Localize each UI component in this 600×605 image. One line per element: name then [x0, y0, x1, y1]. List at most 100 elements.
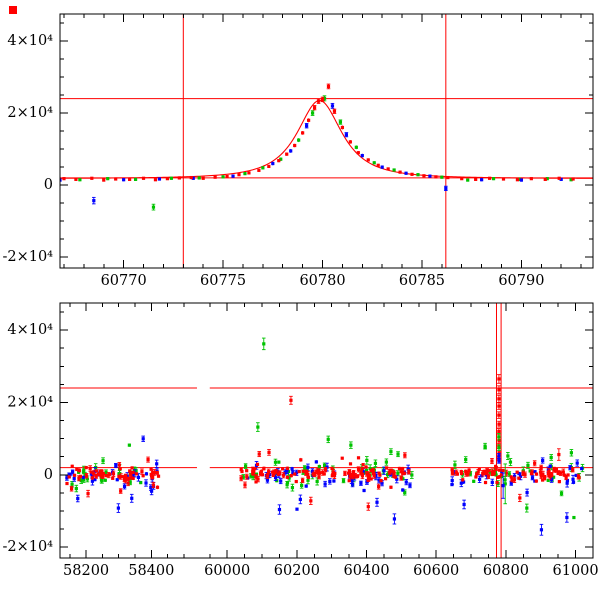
data-point-green	[384, 460, 388, 464]
data-point-green	[256, 425, 260, 429]
data-point-red	[256, 477, 260, 481]
data-point-red	[153, 178, 158, 182]
data-point-blue	[157, 177, 162, 181]
data-point-blue	[509, 481, 513, 485]
data-point-green	[317, 464, 321, 469]
data-point-red	[126, 476, 131, 480]
data-point-red	[533, 461, 537, 465]
data-point-red	[379, 479, 383, 483]
data-point-red	[111, 472, 116, 476]
data-point-red	[153, 470, 157, 475]
data-point-red	[271, 473, 275, 477]
data-point-blue	[512, 474, 517, 478]
data-point-green	[127, 443, 131, 447]
data-point-green	[106, 177, 110, 181]
data-point-red	[455, 472, 460, 476]
data-point-red	[155, 471, 159, 475]
data-point-blue	[72, 476, 76, 481]
data-point-red	[539, 465, 543, 470]
data-point-red	[499, 473, 504, 477]
data-point-red	[403, 453, 407, 457]
data-point-red	[79, 474, 83, 478]
data-point-red	[474, 177, 478, 181]
data-point-red	[189, 175, 193, 180]
data-point-green	[349, 443, 353, 447]
data-point-green	[392, 168, 396, 172]
data-point-red	[546, 472, 550, 476]
data-point-red	[131, 476, 135, 480]
data-point-green	[322, 96, 327, 100]
data-point-red	[393, 475, 397, 479]
data-point-red	[539, 473, 543, 477]
data-point-red	[252, 469, 256, 473]
data-point-blue	[501, 484, 505, 488]
data-point-red	[510, 477, 514, 482]
data-point-red	[306, 475, 310, 479]
x-tick-label: 60600	[413, 563, 459, 579]
data-point-red	[410, 172, 414, 176]
data-point-red	[111, 476, 115, 480]
data-point-red	[534, 472, 539, 476]
data-point-blue	[67, 473, 71, 477]
stray-marker	[9, 6, 17, 14]
data-point-blue	[360, 153, 364, 158]
data-point-red	[285, 152, 289, 156]
data-point-red	[348, 473, 352, 477]
data-point-red	[497, 388, 501, 392]
data-point-blue	[444, 186, 448, 190]
data-point-green	[103, 478, 107, 482]
data-point-red	[389, 485, 393, 489]
data-point-red	[151, 471, 155, 475]
data-point-red	[253, 467, 257, 471]
bottom-content	[60, 303, 593, 558]
data-point-red	[450, 471, 455, 475]
data-point-blue	[404, 480, 408, 484]
data-point-blue	[517, 471, 521, 476]
data-point-blue	[90, 479, 95, 483]
data-point-green	[261, 166, 265, 170]
data-point-blue	[565, 478, 570, 483]
data-point-red	[177, 176, 181, 180]
data-point-green	[389, 450, 393, 454]
data-point-red	[464, 472, 468, 476]
data-point-blue	[65, 476, 69, 480]
x-tick-label: 60770	[101, 273, 147, 289]
data-point-blue	[141, 437, 145, 441]
data-point-red	[117, 463, 121, 467]
data-point-blue	[304, 484, 308, 488]
data-point-red	[255, 462, 260, 466]
data-point-red	[128, 177, 132, 181]
data-point-red	[366, 473, 371, 477]
data-point-blue	[401, 488, 405, 492]
top-light-curve-panel: 60770 60775 60780 60785 60790 4×10⁴ 2×10⁴ 0 -2×1…	[2, 13, 594, 289]
data-point-red	[293, 472, 297, 476]
x-tick-label: 60400	[343, 563, 389, 579]
data-point-red	[356, 467, 361, 471]
data-point-red	[118, 467, 122, 471]
data-point-red	[497, 397, 501, 401]
data-point-red	[497, 377, 501, 381]
data-point-red	[512, 478, 516, 482]
data-point-blue	[361, 469, 365, 473]
data-point-red	[91, 471, 96, 476]
bottom-axes	[60, 303, 594, 558]
data-point-blue	[285, 469, 289, 473]
data-point-red	[285, 475, 289, 479]
data-point-green	[354, 145, 358, 149]
data-point-red	[356, 456, 361, 460]
data-point-green	[373, 461, 378, 465]
data-point-red	[313, 471, 317, 475]
data-point-blue	[565, 481, 569, 485]
data-point-red	[332, 109, 337, 113]
data-point-green	[365, 458, 369, 462]
data-point-blue	[461, 480, 466, 484]
data-point-green	[322, 463, 327, 468]
data-point-green	[74, 486, 78, 491]
data-point-green	[497, 435, 501, 439]
data-point-blue	[450, 478, 454, 483]
data-point-red	[571, 177, 575, 181]
data-point-blue	[276, 469, 280, 473]
data-point-green	[139, 480, 143, 485]
data-point-green	[169, 176, 173, 180]
data-point-red	[483, 472, 487, 476]
